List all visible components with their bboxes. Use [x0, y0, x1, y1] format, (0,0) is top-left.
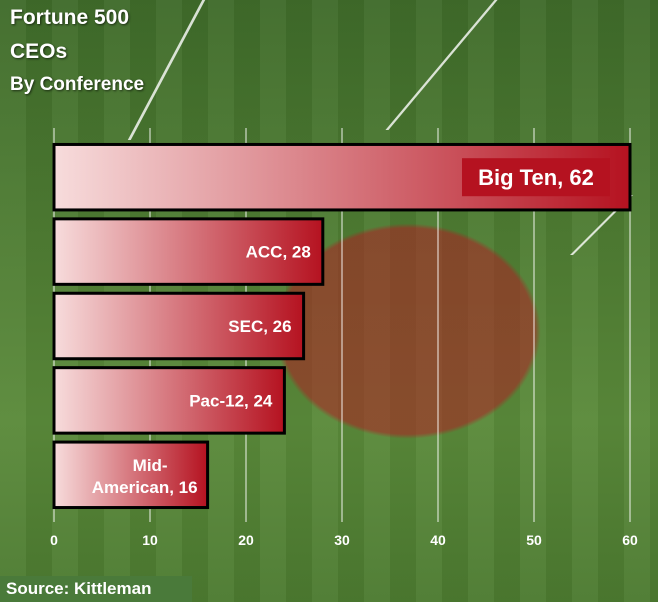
- x-tick-label: 50: [526, 532, 542, 548]
- x-tick-label: 60: [622, 532, 638, 548]
- x-tick-label: 10: [142, 532, 158, 548]
- bar-pac-12: [52, 366, 286, 435]
- bar-sec: [52, 291, 306, 361]
- x-tick-label: 0: [50, 532, 58, 548]
- chart-title: Fortune 500: [10, 6, 130, 29]
- x-tick-label: 40: [430, 532, 446, 548]
- data-label-box: [462, 158, 610, 197]
- source-label: Source: Kittleman: [0, 576, 192, 602]
- x-tick-label: 20: [238, 532, 254, 548]
- x-tick-label: 30: [334, 532, 350, 548]
- data-label: Pac-12, 24: [189, 391, 273, 410]
- chart-title-line2: CEOs: [10, 40, 68, 63]
- chart-subtitle: By Conference: [10, 74, 145, 95]
- bar-mid-american: [52, 440, 210, 510]
- data-label: SEC, 26: [228, 317, 291, 336]
- data-label: ACC, 28: [246, 243, 311, 262]
- data-label: Mid-American, 16: [92, 456, 198, 497]
- data-label: Big Ten, 62: [478, 165, 594, 190]
- bar-acc: [52, 217, 325, 286]
